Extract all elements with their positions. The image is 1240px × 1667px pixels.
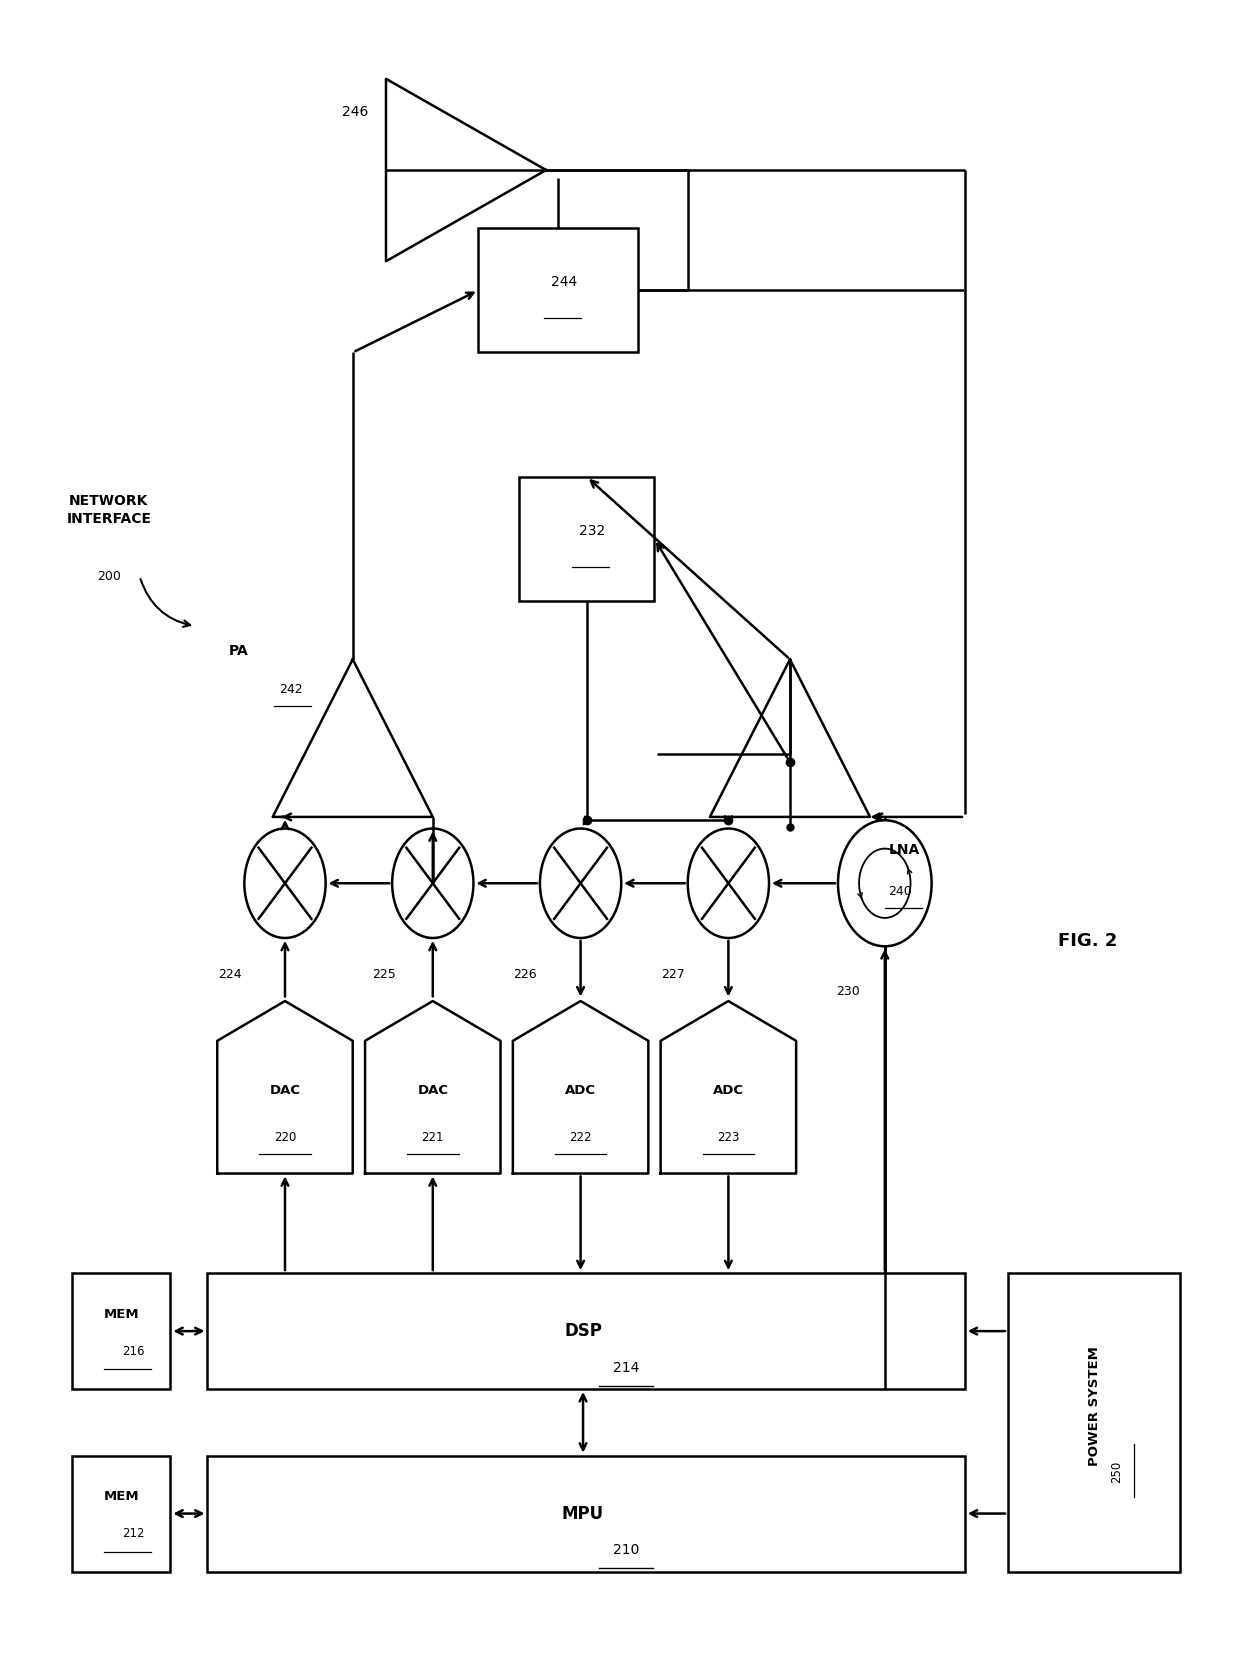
Text: 214: 214 [613,1360,640,1375]
Text: 244: 244 [552,275,578,288]
Text: POWER SYSTEM: POWER SYSTEM [1087,1345,1101,1465]
Text: 220: 220 [274,1130,296,1144]
Text: MEM: MEM [103,1490,139,1504]
Text: 210: 210 [613,1544,640,1557]
Text: ADC: ADC [565,1084,596,1097]
Bar [207,1274,965,1389]
Text: 212: 212 [123,1527,145,1540]
Text: 222: 222 [569,1130,591,1144]
Text: 232: 232 [579,523,605,538]
Text: DAC: DAC [418,1084,449,1097]
Text: 200: 200 [97,570,120,583]
Text: LNA: LNA [889,844,920,857]
Text: 216: 216 [123,1345,145,1357]
Text: 225: 225 [372,969,396,980]
Text: FIG. 2: FIG. 2 [1059,932,1117,950]
Text: 226: 226 [513,969,537,980]
Text: 221: 221 [422,1130,444,1144]
Bar [72,1274,170,1389]
Bar [1008,1274,1180,1572]
Bar [520,477,655,602]
Bar [479,228,639,352]
Bar [207,1455,965,1572]
Text: 230: 230 [836,985,859,997]
Bar [72,1455,170,1572]
Text: DSP: DSP [564,1322,601,1340]
Text: PA: PA [228,643,248,658]
Text: 246: 246 [342,105,368,118]
Text: ADC: ADC [713,1084,744,1097]
Text: MPU: MPU [562,1505,604,1522]
Text: 224: 224 [218,969,242,980]
Text: DAC: DAC [269,1084,300,1097]
Text: 250: 250 [1110,1460,1123,1484]
Text: NETWORK
INTERFACE: NETWORK INTERFACE [67,493,151,527]
Text: 227: 227 [661,969,684,980]
Text: 240: 240 [889,885,913,899]
Text: 223: 223 [717,1130,739,1144]
Text: MEM: MEM [103,1309,139,1320]
Text: 242: 242 [279,683,303,695]
